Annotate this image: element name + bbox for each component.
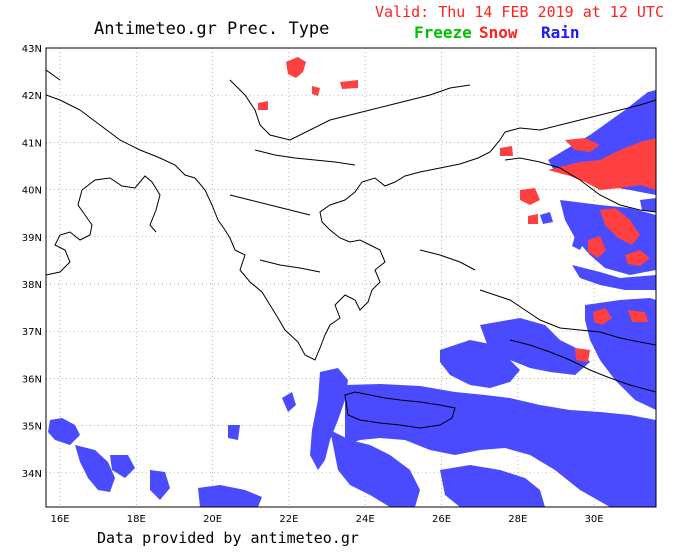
lon-label: 24E (356, 514, 375, 525)
lon-label: 28E (508, 514, 527, 525)
lat-label: 35N (22, 422, 42, 433)
data-credit: Data provided by antimeteo.gr (97, 529, 359, 547)
lon-label: 30E (585, 514, 604, 525)
lat-label: 34N (22, 469, 42, 480)
lon-label: 26E (432, 514, 451, 525)
lat-label: 39N (22, 233, 42, 244)
graticule (46, 48, 656, 507)
lon-label: 18E (127, 514, 146, 525)
legend-freeze: Freeze (414, 23, 472, 42)
legend-snow: Snow (479, 23, 518, 42)
lon-label: 22E (279, 514, 298, 525)
lon-label: 16E (50, 514, 69, 525)
lat-label: 43N (22, 44, 42, 55)
valid-time: Valid: Thu 14 FEB 2019 at 12 UTC (375, 3, 664, 21)
longitude-labels: 16E 18E 20E 22E 24E 26E 28E 30E (50, 514, 603, 525)
coastlines (46, 69, 656, 429)
lat-label: 36N (22, 374, 42, 385)
lat-label: 37N (22, 327, 42, 338)
latitude-labels: 43N 42N 41N 40N 39N 38N 37N 36N 35N 34N (22, 44, 42, 480)
legend-rain: Rain (541, 23, 580, 42)
lat-label: 42N (22, 91, 42, 102)
map-title: Antimeteo.gr Prec. Type (94, 19, 330, 39)
lat-label: 40N (22, 186, 42, 197)
rain-areas (48, 90, 656, 507)
lat-label: 38N (22, 280, 42, 291)
lat-label: 41N (22, 138, 42, 149)
lon-label: 20E (203, 514, 222, 525)
map-frame (45, 47, 657, 508)
